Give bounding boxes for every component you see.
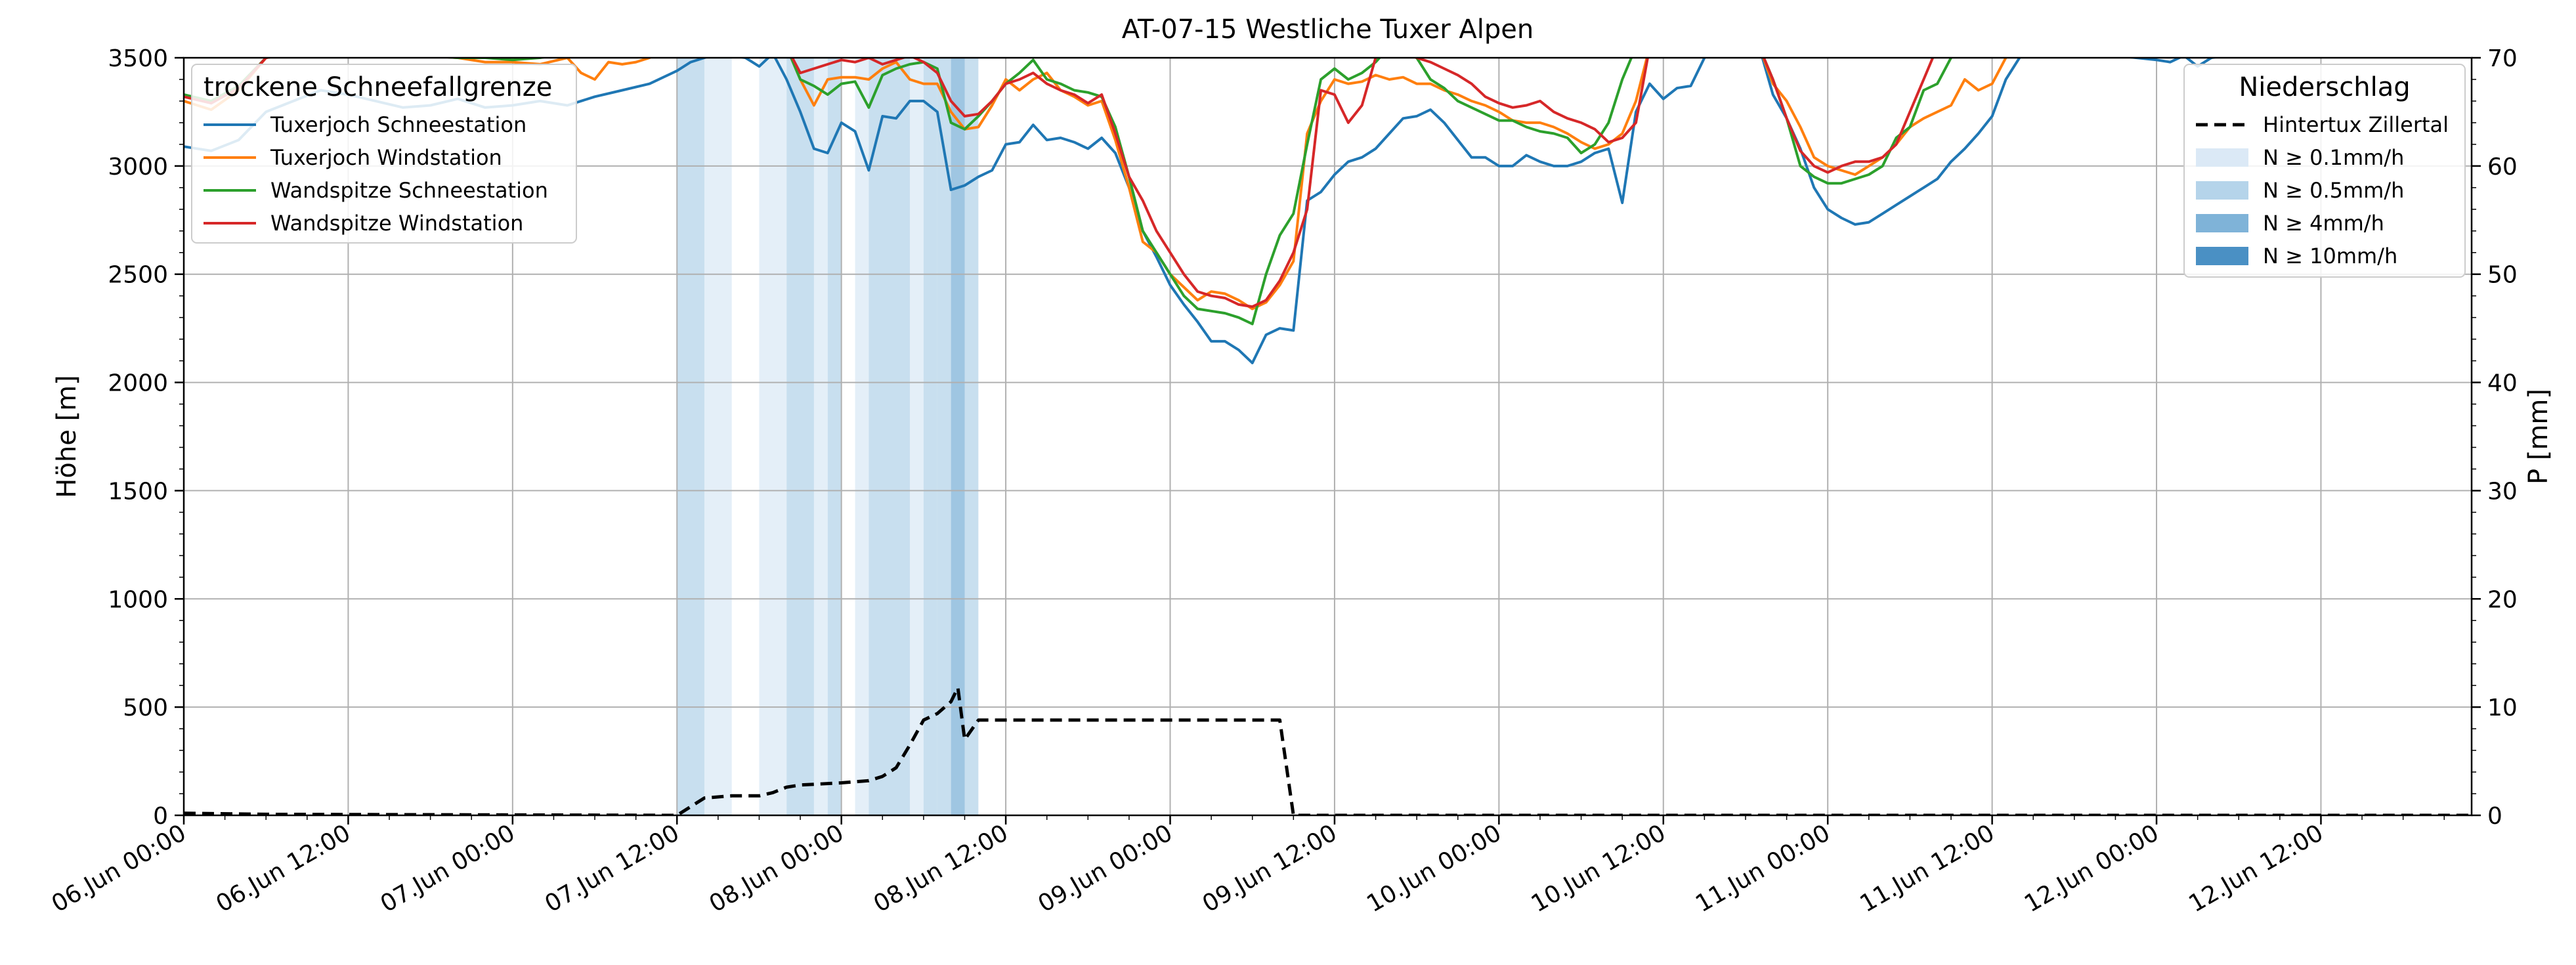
legend-frame xyxy=(2183,64,2466,278)
precipitation-bands xyxy=(677,58,979,815)
precip-band xyxy=(910,58,924,815)
x-tick-label: 10.Jun 12:00 xyxy=(1527,819,1671,918)
x-tick-label: 12.Jun 00:00 xyxy=(2020,819,2164,918)
precip-band xyxy=(951,58,965,815)
legend-label: Hintertux Zillertal xyxy=(2263,112,2449,137)
legend-label: Tuxerjoch Schneestation xyxy=(270,112,526,137)
precip-band xyxy=(869,58,911,815)
series-line-wandspitze-windstation xyxy=(184,58,1935,309)
series-lines xyxy=(184,58,2472,815)
legend-swatch xyxy=(2196,148,2248,167)
precip-band xyxy=(786,58,814,815)
legend-title: trockene Schneefallgrenze xyxy=(204,72,552,102)
y-tick-label-left: 3000 xyxy=(108,154,168,181)
y-tick-label-right: 60 xyxy=(2487,154,2518,181)
chart-title: AT-07-15 Westliche Tuxer Alpen xyxy=(1122,14,1534,45)
precip-band xyxy=(937,58,951,815)
precip-band xyxy=(759,58,787,815)
y-tick-label-right: 70 xyxy=(2487,45,2518,72)
x-tick-label: 10.Jun 00:00 xyxy=(1362,819,1506,918)
legend-precipitation: Niederschlag Hintertux Zillertal N ≥ 0.1mm… xyxy=(2183,64,2466,278)
y-axis-label-left: Höhe [m] xyxy=(52,375,82,498)
precip-band xyxy=(827,58,842,815)
precip-band xyxy=(855,58,869,815)
y-tick-label-left: 500 xyxy=(123,695,168,721)
x-tick-label: 06.Jun 00:00 xyxy=(47,819,191,918)
legend-swatch xyxy=(2196,214,2248,232)
y-tick-label-right: 10 xyxy=(2487,695,2518,721)
legend-title: Niederschlag xyxy=(2239,72,2410,102)
legend-label: N ≥ 0.1mm/h xyxy=(2263,145,2404,170)
legend-swatch xyxy=(2196,247,2248,265)
y-tick-label-left: 2500 xyxy=(108,262,168,289)
y-tick-label-left: 1500 xyxy=(108,478,168,505)
x-tick-label: 09.Jun 12:00 xyxy=(1198,819,1342,918)
legend-label: Tuxerjoch Windstation xyxy=(270,145,502,170)
legend-label: N ≥ 10mm/h xyxy=(2263,244,2397,268)
x-tick-label: 09.Jun 00:00 xyxy=(1033,819,1177,918)
precip-band xyxy=(813,58,828,815)
x-tick-label: 07.Jun 12:00 xyxy=(540,819,684,918)
x-tick-label: 11.Jun 00:00 xyxy=(1691,819,1835,918)
x-tick-label: 06.Jun 12:00 xyxy=(211,819,355,918)
x-tick-label: 08.Jun 12:00 xyxy=(869,819,1013,918)
precip-band xyxy=(923,58,937,815)
x-tick-label: 11.Jun 12:00 xyxy=(1856,819,2000,918)
y-tick-label-right: 40 xyxy=(2487,370,2518,397)
y-axis-label-right: P [mm] xyxy=(2523,389,2554,484)
x-tick-label: 07.Jun 00:00 xyxy=(376,819,520,918)
precip-band xyxy=(704,58,732,815)
series-line-hintertux-zillertal xyxy=(184,686,2472,815)
legend-snowline: trockene Schneefallgrenze Tuxerjoch Schne… xyxy=(191,64,577,244)
y-tick-label-right: 20 xyxy=(2487,586,2518,613)
legend-label: Wandspitze Schneestation xyxy=(270,178,548,203)
y-tick-label-right: 50 xyxy=(2487,262,2518,289)
y-tick-label-left: 1000 xyxy=(108,586,168,613)
precip-band xyxy=(677,58,704,815)
legend-label: N ≥ 0.5mm/h xyxy=(2263,178,2404,203)
y-tick-label-left: 3500 xyxy=(108,45,168,72)
plot-frame xyxy=(182,56,2473,817)
y-tick-label-right: 30 xyxy=(2487,478,2518,505)
y-tick-label-right: 0 xyxy=(2487,803,2502,830)
x-tick-label: 08.Jun 00:00 xyxy=(705,819,849,918)
legend-frame xyxy=(191,64,577,244)
legend-swatch xyxy=(2196,181,2248,200)
legend-label: N ≥ 4mm/h xyxy=(2263,211,2384,236)
y-tick-label-left: 0 xyxy=(153,803,168,830)
legend-label: Wandspitze Windstation xyxy=(270,211,523,236)
y-tick-label-left: 2000 xyxy=(108,370,168,397)
x-tick-label: 12.Jun 12:00 xyxy=(2184,819,2328,918)
precip-band xyxy=(964,58,979,815)
